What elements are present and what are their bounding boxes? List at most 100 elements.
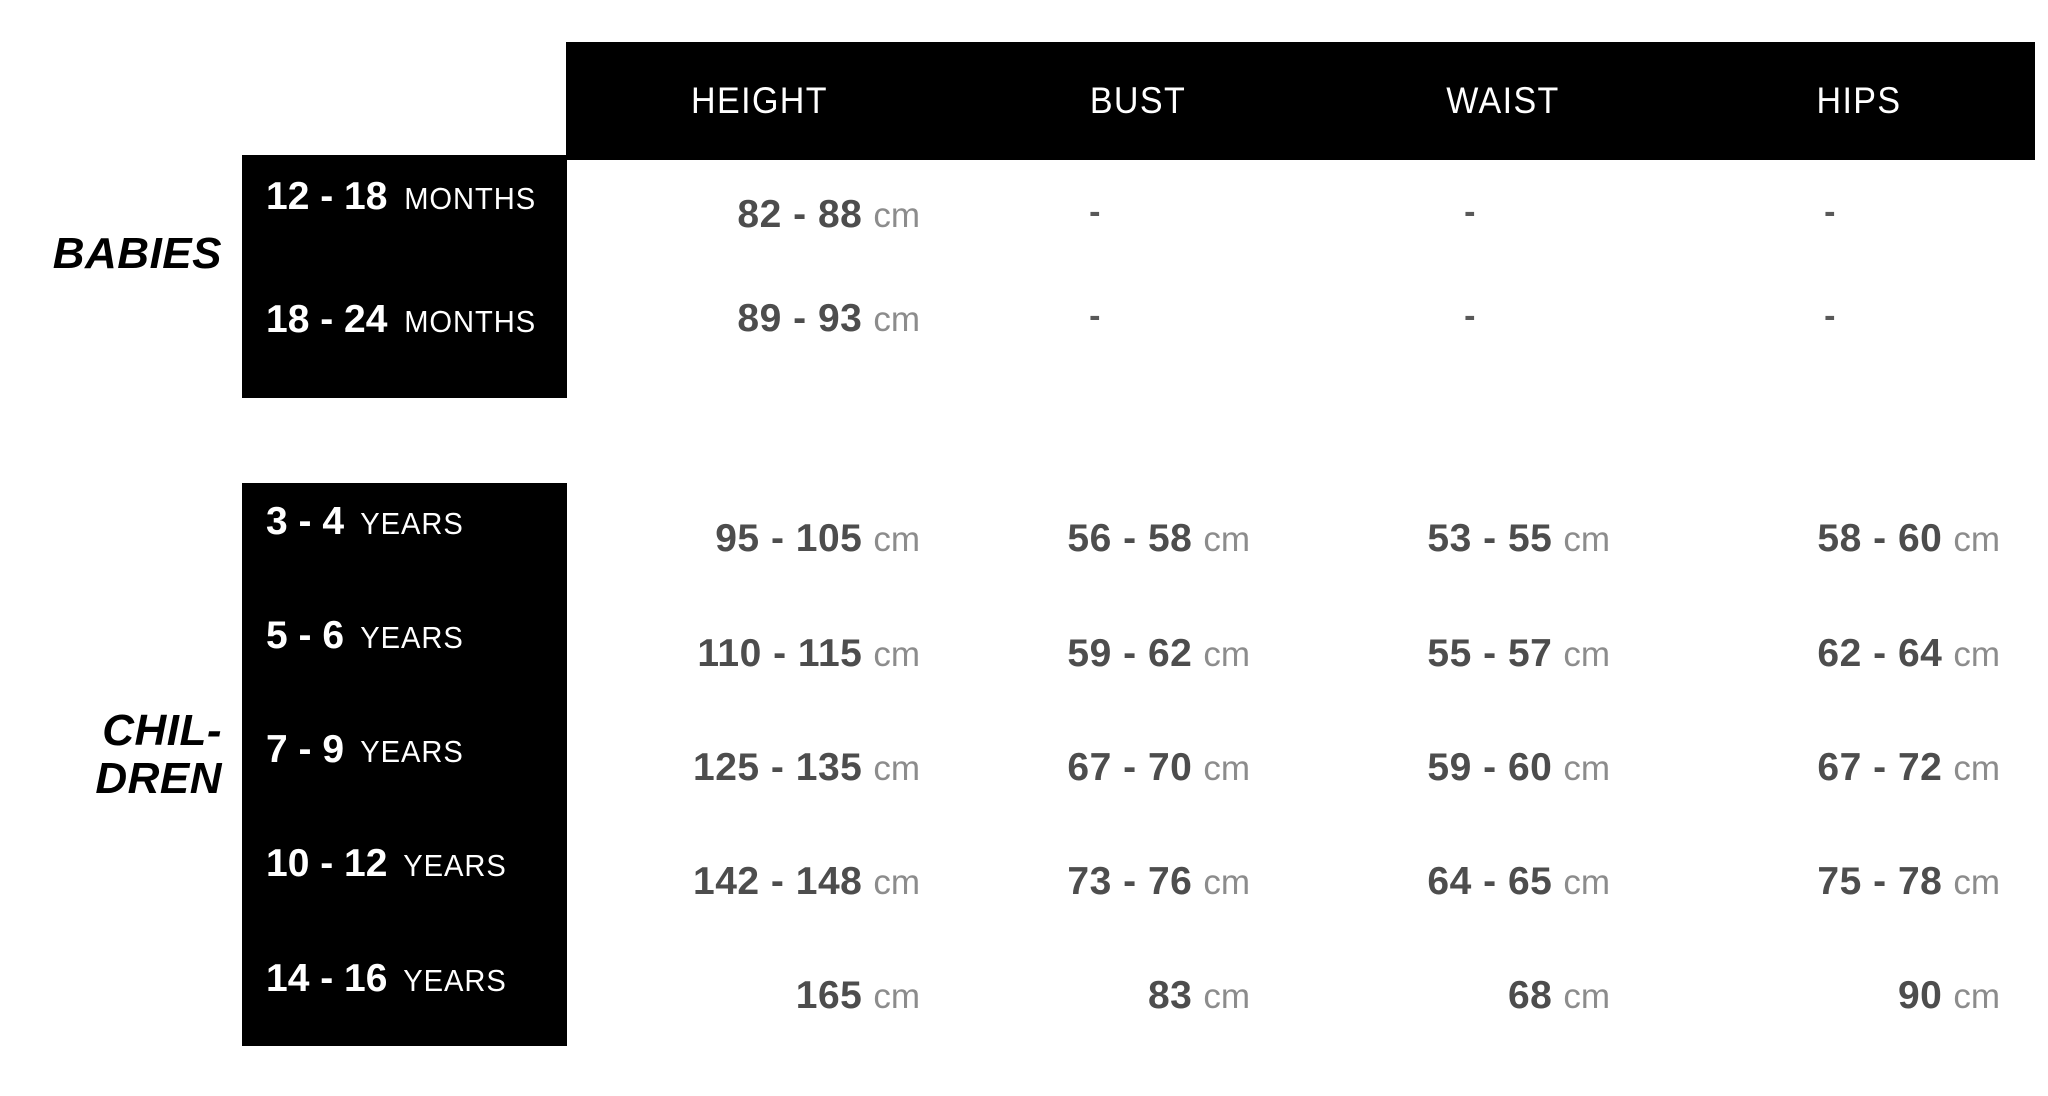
cell-value: - [1089,193,1101,231]
cell-value: - [1464,297,1476,335]
cell-value: - [1824,297,1836,335]
group-label-children-line-1: CHIL- [102,706,222,755]
group-block-babies [242,155,567,398]
age-range-label: 7 - 9 [266,728,345,771]
cell-babies-1-height: 89 - 93 cm [610,297,920,345]
cell-children-4-hips: 90 cm [1690,974,2000,1022]
age-unit-label: YEARS [403,848,508,883]
cell-unit: cm [873,300,920,339]
cell-unit: cm [1203,635,1250,674]
age-range-label: 18 - 24 [266,298,388,341]
age-unit-label: YEARS [360,734,464,769]
age-row-12-18-months: 12 - 18 MONTHS [266,175,541,221]
cell-value: 90 [1897,974,1943,1017]
cell-children-1-waist: 55 - 57 cm [1300,632,1610,680]
cell-value: 142 - 148 [693,860,863,903]
cell-children-0-waist: 53 - 55 cm [1300,517,1610,565]
age-unit-label: MONTHS [404,181,537,216]
cell-value: 68 [1507,974,1553,1017]
group-label-babies-line-1: BABIES [52,229,222,278]
cell-unit: cm [1563,977,1610,1016]
cell-children-3-bust: 73 - 76 cm [940,860,1250,908]
cell-children-4-bust: 83 cm [940,974,1250,1022]
age-row-10-12-years: 10 - 12 YEARS [266,842,511,888]
cell-unit: cm [1203,977,1250,1016]
cell-unit: cm [873,635,920,674]
cell-children-0-bust: 56 - 58 cm [940,517,1250,565]
cell-unit: cm [1563,635,1610,674]
age-row-7-9-years: 7 - 9 YEARS [266,728,467,774]
cell-unit: cm [1563,520,1610,559]
cell-value: 75 - 78 [1817,860,1943,903]
column-header-height: HEIGHT [581,42,937,160]
cell-babies-1-bust: - [940,297,1250,345]
column-header-bust: BUST [968,42,1308,160]
cell-value: 62 - 64 [1817,632,1943,675]
column-header-hips: HIPS [1697,42,2021,160]
cell-children-2-hips: 67 - 72 cm [1690,746,2000,794]
cell-babies-1-waist: - [1315,297,1625,345]
cell-value: 59 - 60 [1427,746,1553,789]
cell-unit: cm [1953,749,2000,788]
cell-unit: cm [873,863,920,902]
cell-value: 56 - 58 [1067,517,1193,560]
table-header-band: HEIGHT BUST WAIST HIPS [566,42,2035,160]
cell-unit: cm [1953,635,2000,674]
cell-value: 165 [795,974,863,1017]
age-row-14-16-years: 14 - 16 YEARS [266,957,511,1003]
cell-unit: cm [873,977,920,1016]
cell-value: 82 - 88 [737,193,863,236]
group-label-children: CHIL- DREN [0,707,222,802]
cell-children-4-waist: 68 cm [1300,974,1610,1022]
column-header-waist-label: WAIST [1446,80,1560,121]
cell-unit: cm [1563,749,1610,788]
cell-value: - [1464,193,1476,231]
cell-children-2-height: 125 - 135 cm [610,746,920,794]
cell-unit: cm [1563,863,1610,902]
cell-children-0-height: 95 - 105 cm [610,517,920,565]
cell-children-4-height: 165 cm [610,974,920,1022]
cell-babies-1-hips: - [1675,297,1985,345]
cell-value: 55 - 57 [1427,632,1553,675]
age-range-label: 14 - 16 [266,957,388,1000]
cell-unit: cm [1953,863,2000,902]
cell-value: - [1824,193,1836,231]
column-header-waist: WAIST [1337,42,1668,160]
cell-children-3-hips: 75 - 78 cm [1690,860,2000,908]
age-row-18-24-months: 18 - 24 MONTHS [266,298,541,344]
age-unit-label: YEARS [360,506,464,541]
cell-value: 110 - 115 [697,632,863,675]
cell-value: 58 - 60 [1817,517,1943,560]
cell-children-1-hips: 62 - 64 cm [1690,632,2000,680]
cell-value: 95 - 105 [715,517,863,560]
cell-unit: cm [1203,863,1250,902]
cell-value: 67 - 72 [1817,746,1943,789]
cell-value: 73 - 76 [1067,860,1193,903]
cell-value: 89 - 93 [737,297,863,340]
cell-unit: cm [873,196,920,235]
cell-babies-0-height: 82 - 88 cm [610,193,920,241]
group-label-children-line-2: DREN [95,753,222,803]
age-row-3-4-years: 3 - 4 YEARS [266,500,467,546]
age-unit-label: YEARS [360,620,464,655]
age-unit-label: MONTHS [404,304,537,339]
age-row-5-6-years: 5 - 6 YEARS [266,614,467,660]
cell-unit: cm [1953,977,2000,1016]
cell-children-0-hips: 58 - 60 cm [1690,517,2000,565]
age-range-label: 10 - 12 [266,842,388,885]
cell-unit: cm [1953,520,2000,559]
column-header-height-label: HEIGHT [691,80,828,121]
age-unit-label: YEARS [403,963,508,998]
age-range-label: 5 - 6 [266,614,345,657]
cell-unit: cm [873,749,920,788]
cell-children-1-bust: 59 - 62 cm [940,632,1250,680]
age-range-label: 3 - 4 [266,500,345,543]
cell-babies-0-bust: - [940,193,1250,241]
cell-babies-0-waist: - [1315,193,1625,241]
cell-children-3-waist: 64 - 65 cm [1300,860,1610,908]
cell-unit: cm [1203,749,1250,788]
cell-children-2-bust: 67 - 70 cm [940,746,1250,794]
column-header-bust-label: BUST [1089,80,1187,121]
age-range-label: 12 - 18 [266,175,388,218]
